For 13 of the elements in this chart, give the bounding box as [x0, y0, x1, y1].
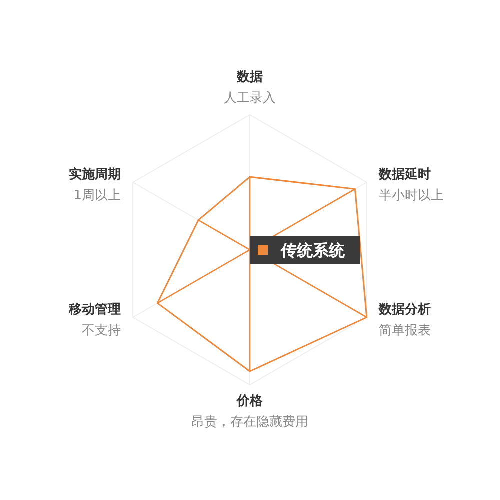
- text: 人工录入: [224, 91, 276, 106]
- spoke-label: 价格: [236, 394, 264, 409]
- spoke-label: 移动管理: [68, 302, 122, 318]
- spoke-label: 数据延时: [378, 168, 431, 182]
- spoke-label: 数据: [236, 70, 263, 85]
- text: 不支持: [82, 324, 122, 338]
- legend-label: 传统系统: [280, 241, 346, 260]
- spoke-label: 实施周期: [69, 166, 122, 182]
- text: 半小时以上: [378, 188, 444, 204]
- text: 简单报表: [378, 324, 431, 338]
- text: 昂贵，存在隐藏费用: [192, 415, 308, 430]
- text: 1周以上: [74, 188, 122, 204]
- spoke-label: 数据分析: [378, 302, 431, 318]
